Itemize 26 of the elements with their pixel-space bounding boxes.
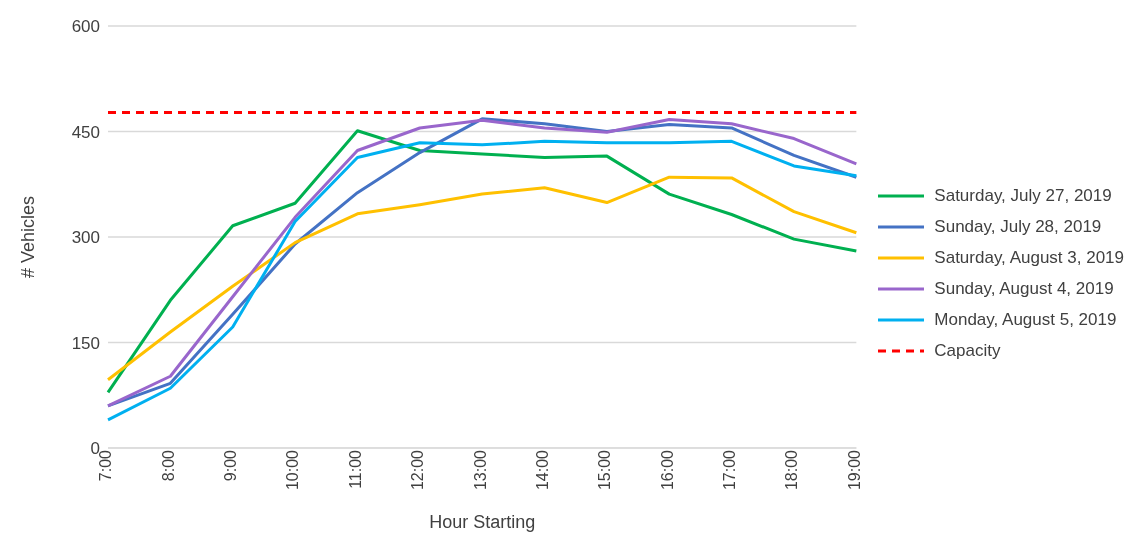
x-tick-label: 16:00 <box>658 449 676 491</box>
y-tick-label: 0 <box>90 439 100 459</box>
legend-label: Saturday, July 27, 2019 <box>934 185 1112 206</box>
legend-label: Saturday, August 3, 2019 <box>934 247 1124 268</box>
legend-label: Monday, August 5, 2019 <box>934 309 1117 330</box>
x-tick-label: 8:00 <box>159 449 177 482</box>
y-tick-label: 450 <box>71 122 100 142</box>
legend-label: Capacity <box>934 340 1001 361</box>
legend-label: Sunday, July 28, 2019 <box>934 216 1102 237</box>
x-tick-label: 17:00 <box>720 449 738 491</box>
x-tick-label: 10:00 <box>284 449 302 491</box>
y-tick-label: 150 <box>71 333 100 353</box>
x-tick-label: 13:00 <box>471 449 489 491</box>
x-tick-label: 9:00 <box>222 449 240 482</box>
legend-label: Sunday, August 4, 2019 <box>934 278 1114 299</box>
x-tick-label: 14:00 <box>533 449 551 491</box>
y-axis-title: # Vehicles <box>18 195 39 279</box>
x-axis-title: Hour Starting <box>429 512 536 532</box>
x-tick-label: 12:00 <box>409 449 427 491</box>
x-tick-label: 15:00 <box>596 449 614 491</box>
x-tick-label: 18:00 <box>783 449 801 491</box>
y-tick-label: 300 <box>71 228 100 248</box>
y-tick-label: 600 <box>71 17 100 37</box>
x-tick-label: 19:00 <box>845 449 863 491</box>
line-series <box>106 175 858 382</box>
x-tick-label: 11:00 <box>346 449 364 489</box>
